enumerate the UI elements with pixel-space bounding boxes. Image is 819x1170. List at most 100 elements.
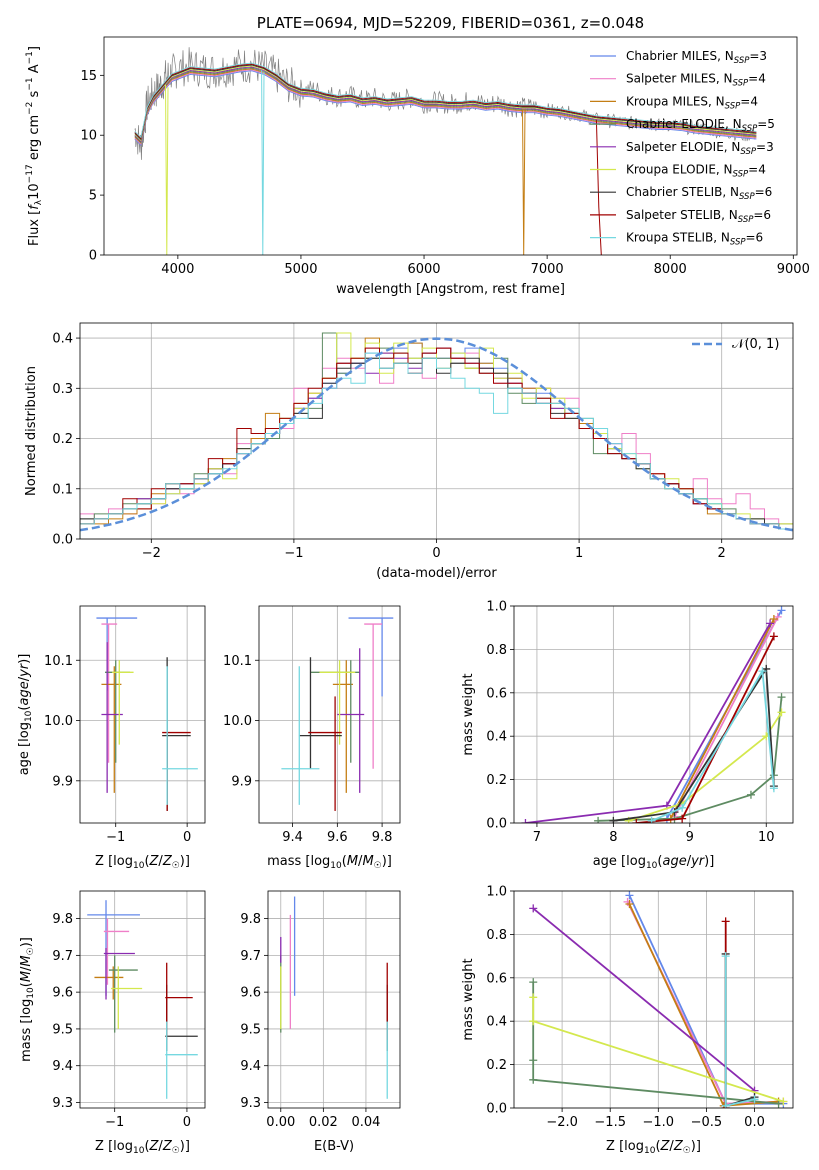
x-tick-label: −2.0 bbox=[546, 1115, 578, 1130]
y-axis-label: Flux [fλ10−17 erg cm−2 s−1 A−1] bbox=[25, 46, 44, 246]
y-tick-label: 0.2 bbox=[486, 1058, 507, 1073]
legend-label: Chabrier STELIB, NSSP=6 bbox=[626, 185, 772, 202]
axes-frame bbox=[103, 36, 798, 256]
legend-label: Chabrier MILES, NSSP=3 bbox=[626, 49, 767, 66]
x-tick-label: 4000 bbox=[161, 262, 194, 277]
mass-weight-marker bbox=[779, 1097, 788, 1106]
mass-weight-marker bbox=[721, 952, 730, 961]
axes-frame bbox=[79, 605, 206, 824]
y-tick-label: 9.7 bbox=[52, 949, 73, 964]
y-tick-label: 9.8 bbox=[52, 912, 73, 927]
axes-3: −1 0 9.9 10.0 10.1 Z [log10(Z/Z☉)] age [log10(… bbox=[17, 605, 206, 871]
x-tick-label: −2 bbox=[142, 546, 161, 561]
x-axis-label: Z [log10(Z/Z☉)] bbox=[95, 854, 190, 871]
x-tick-label: 8 bbox=[609, 830, 617, 845]
model-spectrum-line bbox=[134, 62, 757, 139]
mass-weight-marker bbox=[625, 900, 634, 909]
mass-weight-marker bbox=[758, 667, 767, 676]
y-tick-label: 9.4 bbox=[52, 1059, 73, 1074]
y-tick-label: 15 bbox=[80, 69, 97, 84]
x-tick-label: 9.8 bbox=[372, 830, 393, 845]
y-tick-label: 0.3 bbox=[52, 382, 73, 397]
mass-weight-marker bbox=[521, 819, 530, 823]
x-tick-label: 0.00 bbox=[266, 1115, 295, 1130]
x-tick-label: 9000 bbox=[777, 262, 810, 277]
x-tick-label: 0 bbox=[432, 546, 440, 561]
y-tick-label: 5 bbox=[89, 189, 97, 204]
mass-weight-marker bbox=[529, 993, 538, 1002]
y-tick-label: 9.9 bbox=[52, 774, 73, 789]
y-tick-label: 9.6 bbox=[52, 986, 73, 1001]
axes-frame bbox=[79, 322, 794, 540]
y-tick-label: 9.5 bbox=[52, 1022, 73, 1037]
x-tick-label: 10 bbox=[758, 830, 775, 845]
y-tick-label: 1.0 bbox=[486, 600, 507, 615]
x-tick-label: −0.5 bbox=[691, 1115, 723, 1130]
model-spectrum-line bbox=[134, 68, 757, 144]
y-tick-label: 10.1 bbox=[223, 654, 252, 669]
mass-weight-marker bbox=[721, 1101, 730, 1108]
mass-weight-marker bbox=[769, 615, 778, 624]
y-tick-label: 0 bbox=[89, 249, 97, 264]
plot-area bbox=[134, 47, 757, 255]
mass-weight-line bbox=[613, 666, 775, 822]
x-tick-label: −1.0 bbox=[643, 1115, 675, 1130]
y-tick-label: 0.6 bbox=[486, 686, 507, 701]
x-axis-label: E(B-V) bbox=[314, 1139, 354, 1154]
x-tick-label: 1 bbox=[575, 546, 583, 561]
mass-weight-marker bbox=[529, 978, 538, 987]
model-spectrum-line bbox=[134, 67, 757, 144]
mass-weight-line bbox=[628, 711, 783, 822]
x-tick-label: 6000 bbox=[407, 262, 440, 277]
y-tick-label: 0.2 bbox=[52, 432, 73, 447]
x-tick-label: 0.0 bbox=[744, 1115, 765, 1130]
y-axis-label: age [log10(age/yr)] bbox=[17, 654, 34, 776]
x-tick-label: 0.04 bbox=[351, 1115, 380, 1130]
x-axis-label: Z [log10(Z/Z☉)] bbox=[606, 1139, 701, 1156]
model-spectrum-line bbox=[134, 65, 757, 142]
x-tick-label: 8000 bbox=[654, 262, 687, 277]
mass-weight-line bbox=[532, 982, 779, 1105]
normal-curve bbox=[80, 337, 793, 532]
mass-weight-marker bbox=[777, 606, 786, 615]
axes-5: 7 8 9 10 0.0 0.2 0.4 0.6 0.8 1.0 age [log10(age/yr… bbox=[461, 600, 794, 871]
y-tick-label: 0.0 bbox=[486, 817, 507, 832]
mass-weight-marker bbox=[529, 1056, 538, 1065]
y-tick-label: 9.8 bbox=[240, 912, 261, 927]
y-tick-label: 0.1 bbox=[52, 482, 73, 497]
plot-area bbox=[529, 891, 788, 1108]
legend-label: 𝒩(0, 1) bbox=[732, 337, 779, 352]
y-tick-label: 9.6 bbox=[240, 986, 261, 1001]
x-tick-label: −1 bbox=[106, 830, 125, 845]
y-tick-label: 10.1 bbox=[44, 654, 73, 669]
y-tick-label: 9.7 bbox=[240, 949, 261, 964]
x-tick-label: 0 bbox=[183, 1115, 191, 1130]
legend-label: Chabrier ELODIE, NSSP=5 bbox=[626, 117, 775, 134]
plot-area bbox=[87, 900, 198, 1099]
histogram-step bbox=[80, 352, 793, 539]
x-tick-label: 5000 bbox=[284, 262, 317, 277]
legend-label: Salpeter ELODIE, NSSP=3 bbox=[626, 140, 774, 157]
axes-1: 4000 5000 6000 7000 8000 9000 0 5 10 15 wavelength… bbox=[25, 36, 810, 297]
mass-weight-line bbox=[724, 956, 755, 1107]
mass-weight-marker bbox=[750, 1095, 759, 1104]
y-tick-label: 10.0 bbox=[44, 714, 73, 729]
mass-weight-marker bbox=[769, 784, 778, 793]
y-tick-label: 1.0 bbox=[486, 885, 507, 900]
mass-weight-marker bbox=[769, 632, 778, 641]
axes-2: −2 −1 0 1 2 0.0 0.1 0.2 0.3 0.4 (data-model)/error… bbox=[24, 322, 794, 581]
mass-weight-marker bbox=[777, 693, 786, 702]
plot-area bbox=[96, 617, 198, 811]
x-axis-label: Z [log10(Z/Z☉)] bbox=[95, 1139, 190, 1156]
mass-weight-marker bbox=[529, 904, 538, 913]
y-tick-label: 0.2 bbox=[486, 773, 507, 788]
x-axis-label: mass [log10(M/M☉)] bbox=[267, 854, 392, 871]
legend-label: Kroupa STELIB, NSSP=6 bbox=[626, 231, 763, 248]
plot-area bbox=[281, 617, 394, 811]
y-tick-label: 0.4 bbox=[486, 730, 507, 745]
spectrum-dropout-line bbox=[595, 119, 602, 255]
y-axis-label: mass weight bbox=[461, 673, 476, 755]
legend-label: Kroupa ELODIE, NSSP=4 bbox=[626, 163, 766, 180]
axes-frame bbox=[513, 605, 794, 824]
mass-weight-marker bbox=[529, 1075, 538, 1084]
